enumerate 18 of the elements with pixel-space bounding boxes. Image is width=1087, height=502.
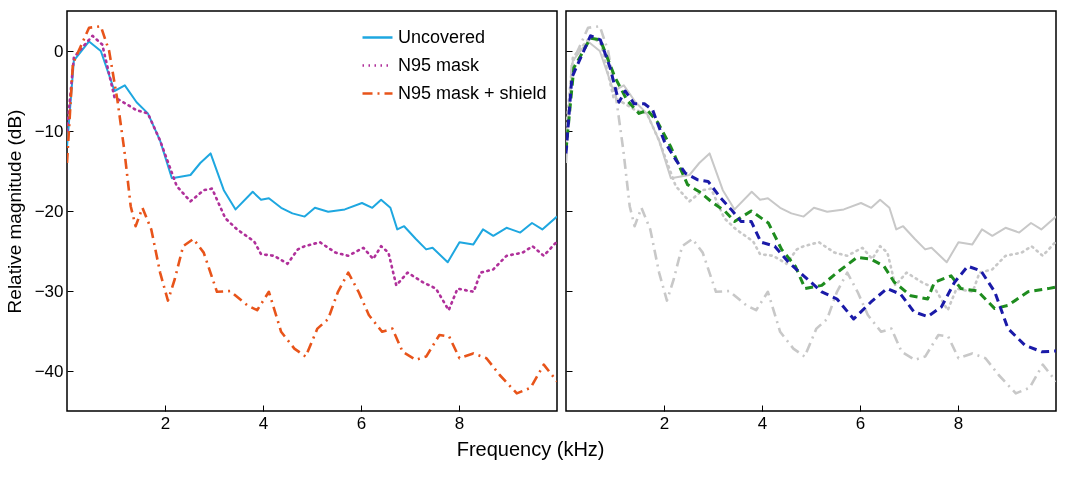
- legend-label: N95 mask: [398, 54, 481, 75]
- legend-label: Uncovered: [398, 26, 486, 47]
- x-tick-label: 2: [160, 413, 171, 433]
- x-tick-label: 6: [855, 413, 866, 433]
- y-tick-label: −40: [34, 361, 64, 381]
- x-tick-label: 8: [454, 413, 465, 433]
- x-tick-label: 2: [659, 413, 670, 433]
- legend-label: N95 mask + shield: [398, 82, 547, 103]
- y-tick-label: −10: [34, 121, 64, 141]
- y-tick-label: −20: [34, 201, 64, 221]
- x-axis-title: Frequency (kHz): [456, 437, 605, 460]
- y-tick-label: 0: [54, 41, 64, 61]
- x-tick-label: 8: [953, 413, 964, 433]
- x-tick-label: 6: [356, 413, 367, 433]
- x-tick-label: 4: [258, 413, 269, 433]
- y-tick-label: −30: [34, 281, 64, 301]
- x-tick-label: 4: [757, 413, 768, 433]
- y-axis-title: Relative magnitude (dB): [3, 109, 25, 314]
